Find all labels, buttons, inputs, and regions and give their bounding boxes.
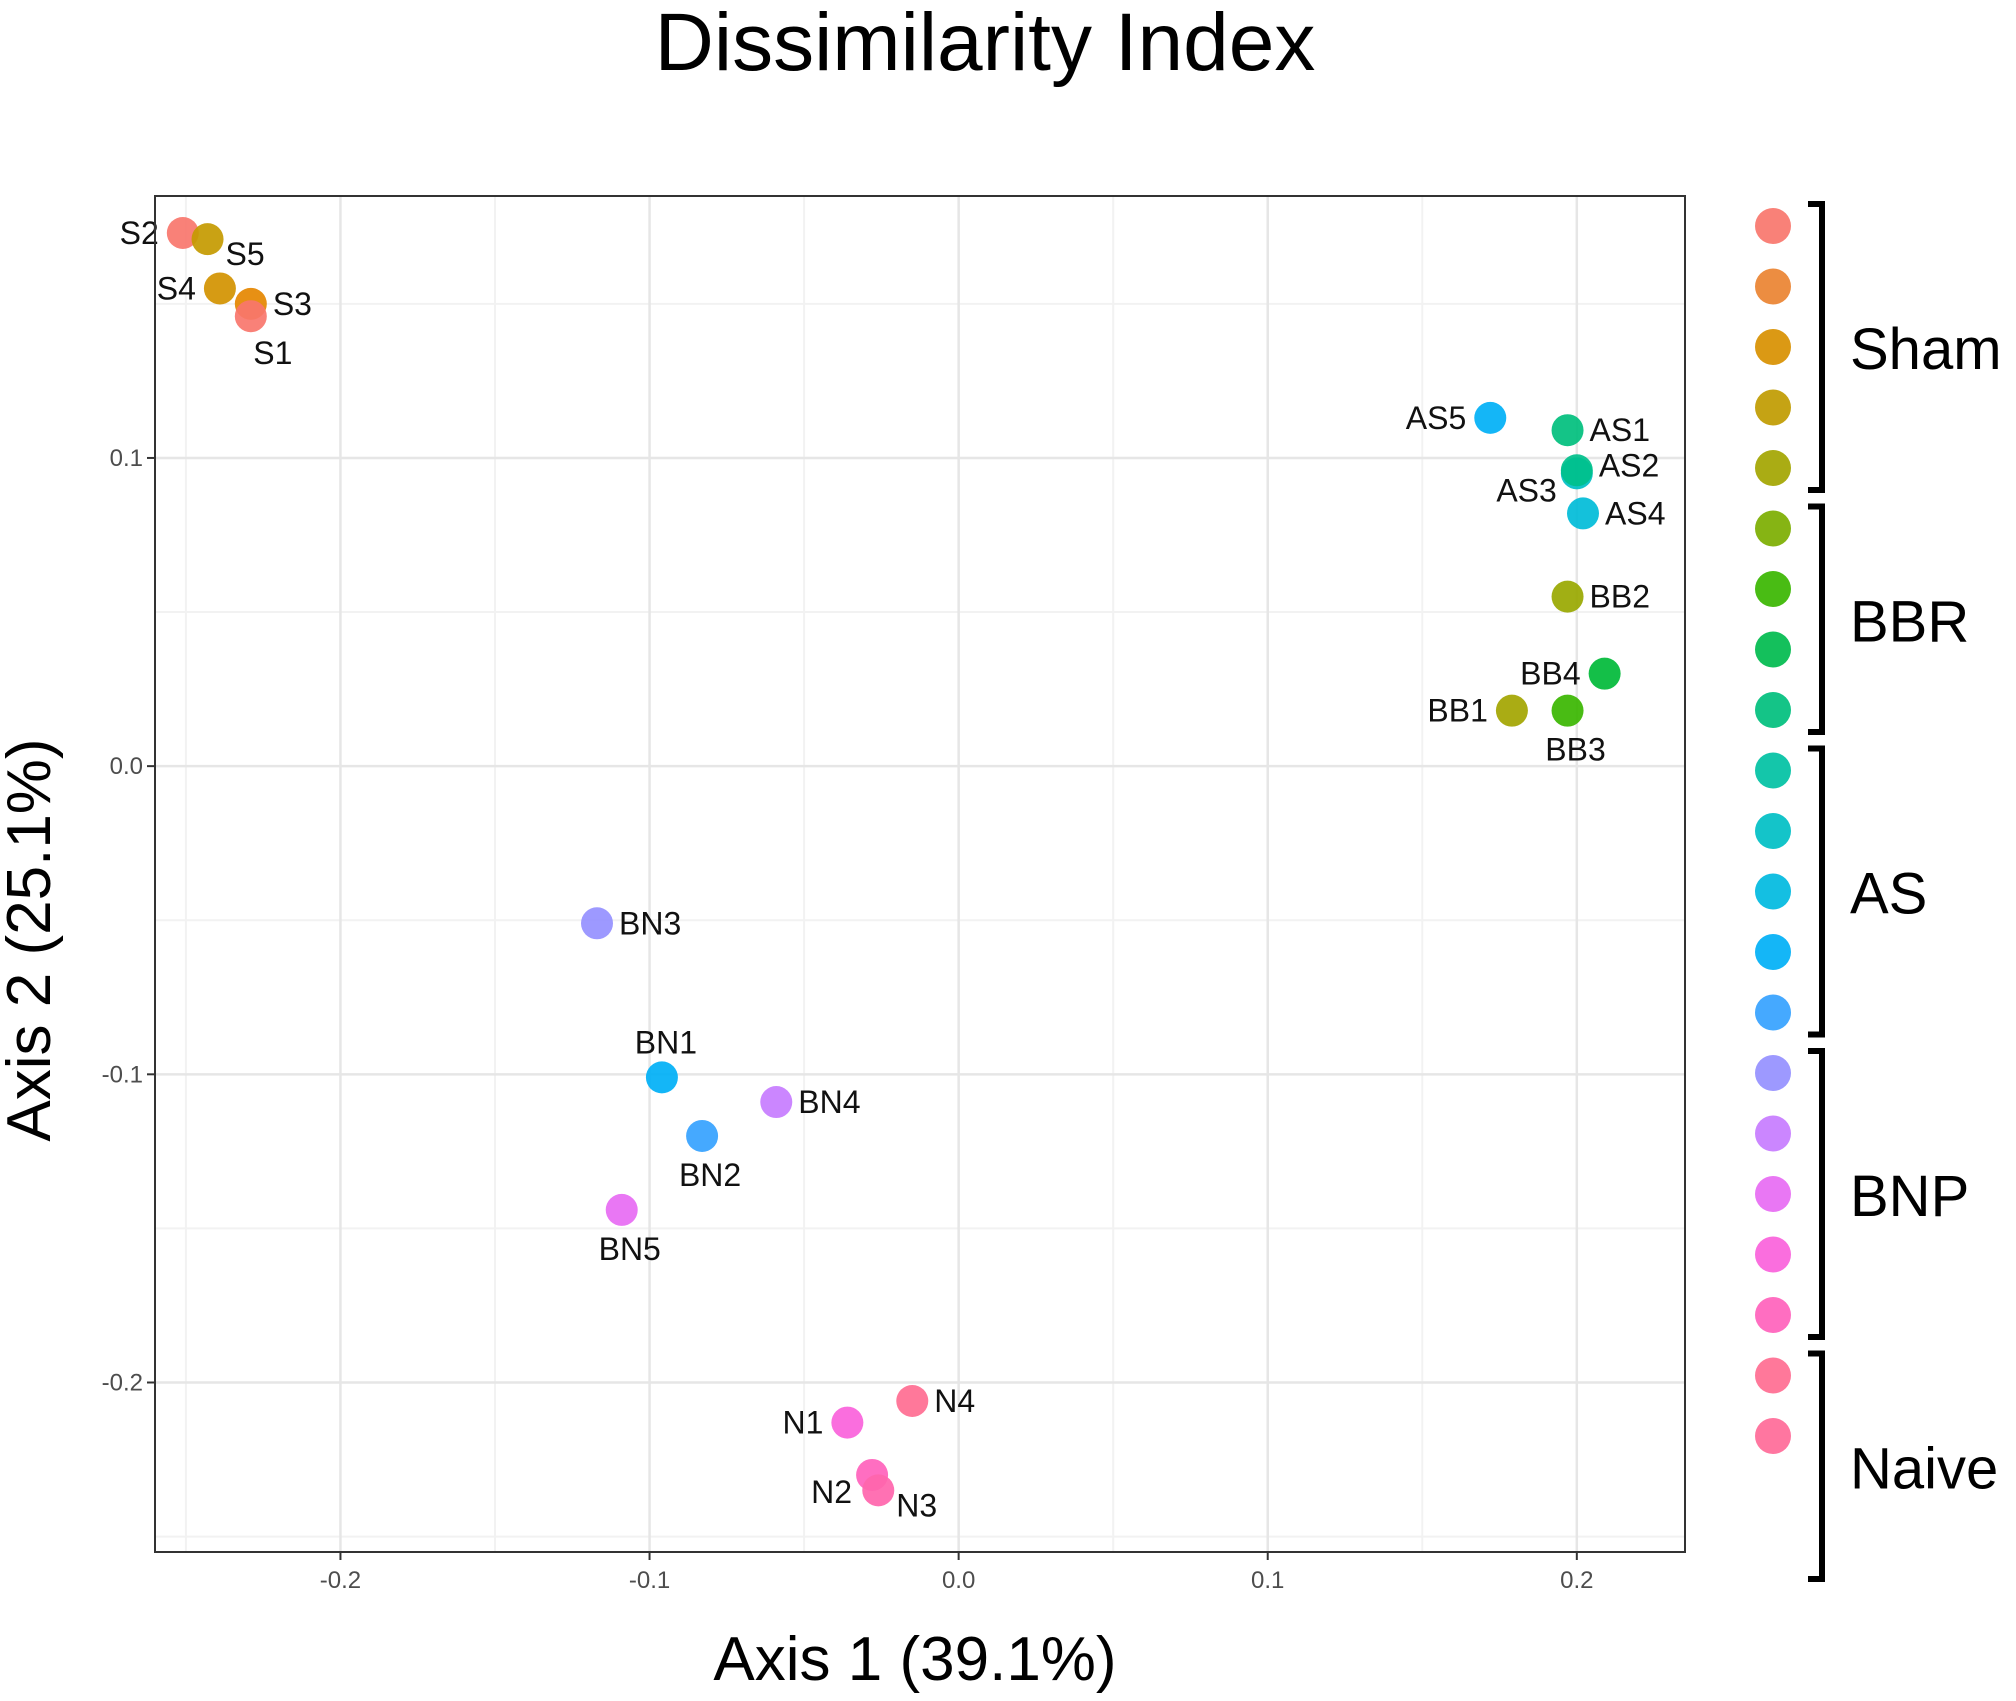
legend-swatch	[1755, 994, 1791, 1031]
legend-swatch	[1755, 873, 1791, 910]
legend: Sham BBR AS BNP Naive	[1755, 201, 2002, 1582]
legend-swatch	[1755, 329, 1791, 365]
legend-swatch	[1755, 510, 1791, 547]
data-point-s1	[234, 300, 267, 333]
legend-bracket	[1808, 201, 1825, 493]
legend-swatch	[1755, 934, 1791, 970]
legend-swatch	[1755, 813, 1791, 849]
data-point-as2	[1560, 454, 1593, 487]
point-label-s5: S5	[226, 236, 265, 272]
data-point-n4	[896, 1384, 929, 1417]
data-point-as1	[1551, 414, 1584, 447]
point-label-as3: AS3	[1496, 472, 1556, 508]
legend-swatch	[1755, 268, 1791, 305]
x-tick-label: -0.1	[629, 1567, 670, 1594]
plot-frame	[154, 195, 1686, 1553]
legend-group-label: Naive	[1850, 1436, 1998, 1501]
data-point-bn5	[605, 1193, 638, 1226]
data-point-s4	[203, 272, 236, 305]
point-label-s4: S4	[157, 270, 196, 306]
point-label-bb4: BB4	[1520, 656, 1580, 692]
legend-swatch	[1755, 692, 1791, 728]
point-label-bn3: BN3	[619, 905, 681, 941]
data-point-bb3	[1551, 694, 1584, 727]
legend-swatch	[1755, 1115, 1791, 1152]
data-point-bn1	[645, 1061, 678, 1094]
data-point-bn3	[581, 907, 613, 940]
legend-bracket	[1808, 503, 1825, 735]
data-point-s2	[166, 216, 199, 249]
data-point-n3	[862, 1474, 895, 1507]
point-label-as5: AS5	[1406, 400, 1466, 436]
data-point-bb4	[1588, 657, 1621, 690]
legend-bracket	[1808, 1048, 1825, 1340]
legend-swatch	[1755, 389, 1791, 426]
chart-title: Dissimilarity Index	[655, 0, 1316, 88]
point-labels: S2 S5 S4 S3 S1 AS5 AS1 AS3 AS2 AS4 BB2 BB4 BB1 BB3 BN3…	[120, 215, 1666, 1523]
x-tick-label: -0.2	[320, 1567, 361, 1594]
point-label-n4: N4	[934, 1383, 975, 1419]
x-tick-label: 0.2	[1560, 1567, 1593, 1594]
point-label-n1: N1	[782, 1405, 823, 1441]
data-point-bb1	[1495, 694, 1528, 727]
point-label-n3: N3	[896, 1487, 937, 1523]
point-label-n2: N2	[811, 1474, 852, 1510]
y-tick-label: -0.2	[102, 1370, 143, 1397]
point-label-as1: AS1	[1590, 412, 1650, 448]
legend-swatch	[1755, 1357, 1791, 1394]
point-label-s1: S1	[253, 335, 292, 371]
point-label-bb3: BB3	[1545, 732, 1605, 768]
point-label-bn1: BN1	[635, 1024, 697, 1060]
data-point-s5	[191, 223, 224, 256]
point-label-bb2: BB2	[1590, 579, 1650, 615]
x-tick-label: 0.0	[942, 1567, 975, 1594]
legend-group-label: AS	[1850, 862, 1927, 927]
legend-swatch	[1755, 208, 1791, 244]
point-label-as4: AS4	[1605, 495, 1665, 531]
x-tick-label: 0.1	[1251, 1567, 1284, 1594]
data-points	[166, 216, 1621, 1507]
data-point-n1	[831, 1406, 864, 1439]
point-label-bb1: BB1	[1427, 693, 1487, 729]
legend-bracket	[1808, 1350, 1825, 1582]
legend-swatch	[1755, 1055, 1791, 1091]
legend-group-label: Sham	[1850, 317, 2002, 382]
legend-swatch	[1755, 752, 1791, 789]
data-point-bn4	[760, 1086, 793, 1119]
legend-group-label: BNP	[1850, 1164, 1969, 1229]
legend-swatch	[1755, 571, 1791, 607]
point-label-s2: S2	[120, 215, 159, 251]
data-point-as5	[1474, 401, 1507, 434]
point-label-bn4: BN4	[798, 1084, 860, 1120]
legend-swatch	[1755, 1418, 1791, 1454]
legend-swatch	[1755, 1297, 1791, 1333]
legend-swatch	[1755, 450, 1791, 486]
y-tick-label: 0.0	[110, 753, 143, 780]
point-label-s3: S3	[273, 286, 312, 322]
y-tick-label: 0.1	[110, 445, 143, 472]
legend-swatch	[1755, 1176, 1791, 1212]
legend-group-label: BBR	[1850, 589, 1969, 654]
data-point-bn2	[686, 1119, 719, 1152]
y-tick-label: -0.1	[102, 1061, 143, 1088]
point-label-as2: AS2	[1599, 447, 1659, 483]
x-axis-label: Axis 1 (39.1%)	[713, 1625, 1116, 1694]
grid-lines	[155, 196, 1685, 1552]
legend-swatch	[1755, 1236, 1791, 1273]
axis-ticks: -0.2 -0.1 0.0 0.1 0.2 0.1 0.0 -0.1 -0.2	[102, 445, 1594, 1594]
data-point-as4	[1567, 497, 1599, 530]
y-axis-label: Axis 2 (25.1%)	[0, 738, 64, 1141]
legend-swatch	[1755, 631, 1791, 668]
point-label-bn2: BN2	[679, 1157, 741, 1193]
legend-bracket	[1808, 745, 1825, 1038]
point-label-bn5: BN5	[599, 1231, 661, 1267]
data-point-bb2	[1551, 580, 1584, 613]
